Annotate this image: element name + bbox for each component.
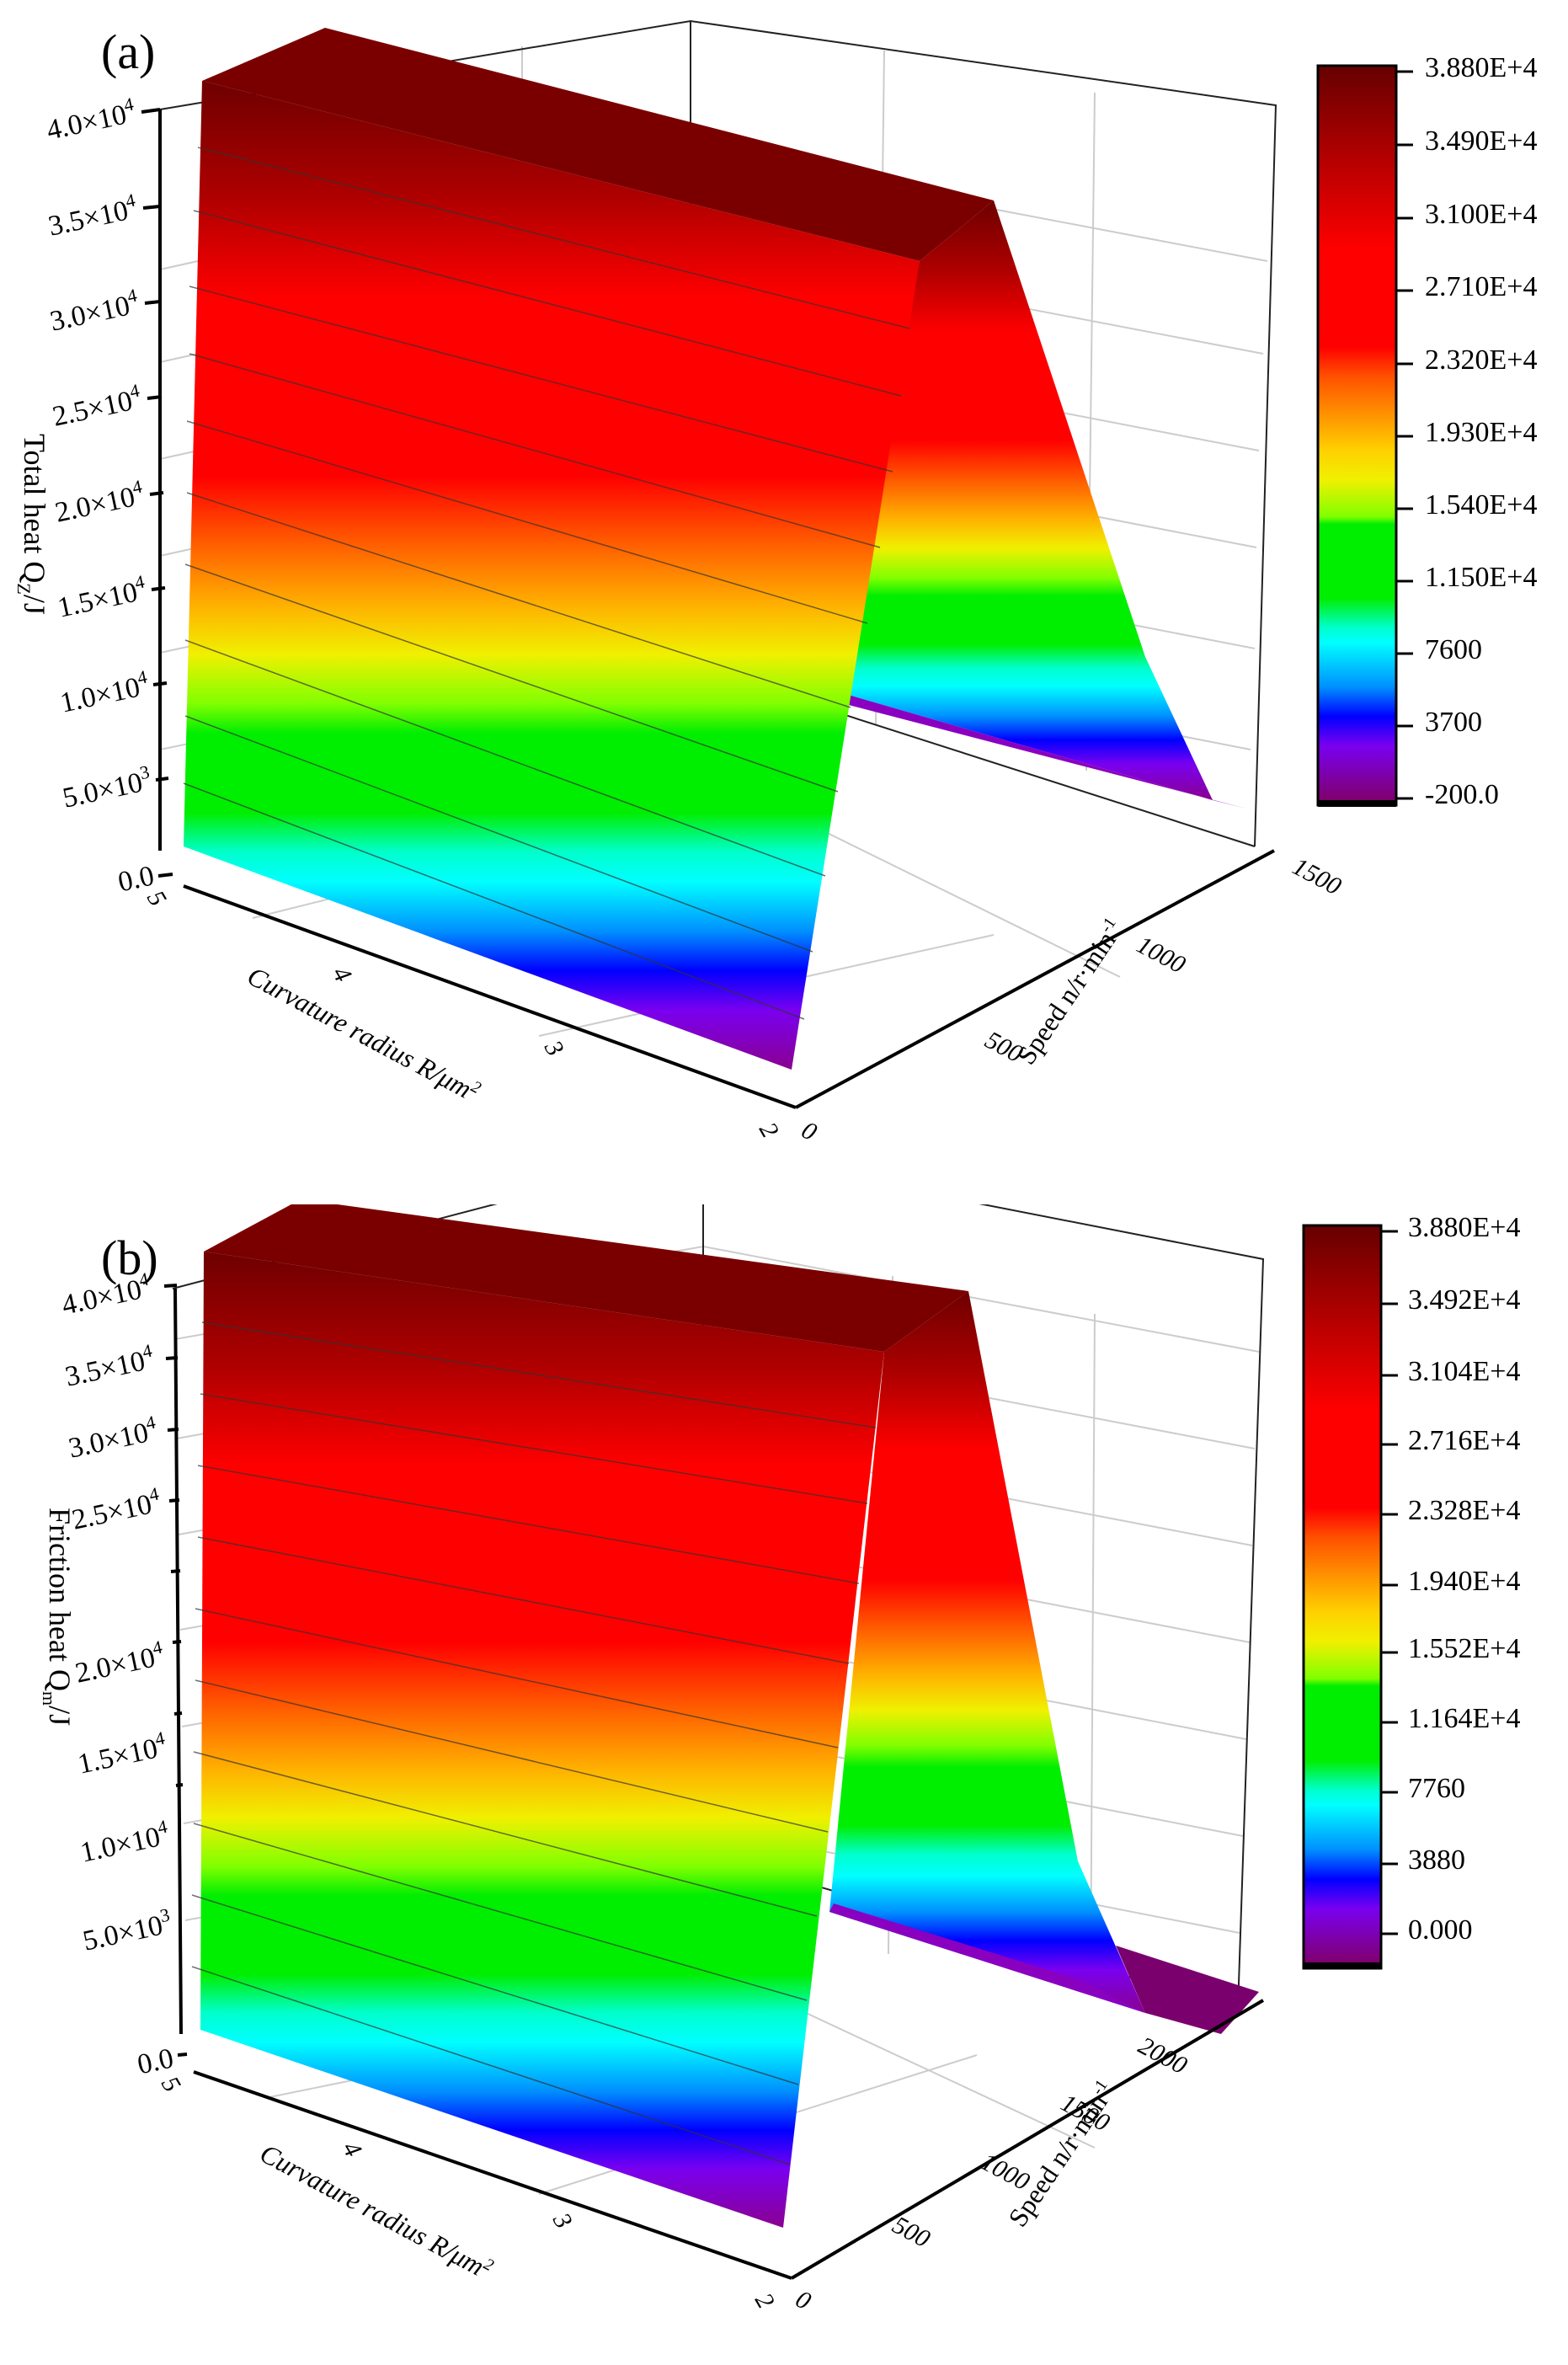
z-ticks [163,1284,188,2057]
surface-flat-tail [1116,1946,1259,2034]
z-axis-label-a: Total heat QZ/J [13,434,51,615]
surface-plot-a [141,19,1413,1109]
surface-front [200,1252,884,2228]
surface-top [204,1204,968,1352]
surface-back-floor [829,1903,1145,2013]
surface-top [202,28,994,261]
contour-lines [183,147,910,1020]
z-axis-label-b: Friction heat Qm/J [38,1508,77,1727]
panel-a: (a) 4.0×104 3.5×104 3.0×104 2.5×104 2.0×… [0,0,1568,1161]
axes [158,109,1275,1109]
surface-plot-b [163,1204,1398,2280]
panel-label-a: (a) [101,24,156,79]
colorbar-b [1302,1224,1383,1970]
surface-back-slope [834,200,1213,800]
surface-back-slope [829,1291,1145,2013]
surface-front [184,81,920,1070]
panel-label-b: (b) [101,1231,158,1285]
contour-lines [191,1321,877,2165]
colorbar-a [1316,64,1398,807]
panel-b: (b) 4.0×104 3.5×104 3.0×104 2.5×104 2.0×… [0,1204,1568,2365]
axes [173,1288,1265,2280]
z-ticks [141,108,173,878]
